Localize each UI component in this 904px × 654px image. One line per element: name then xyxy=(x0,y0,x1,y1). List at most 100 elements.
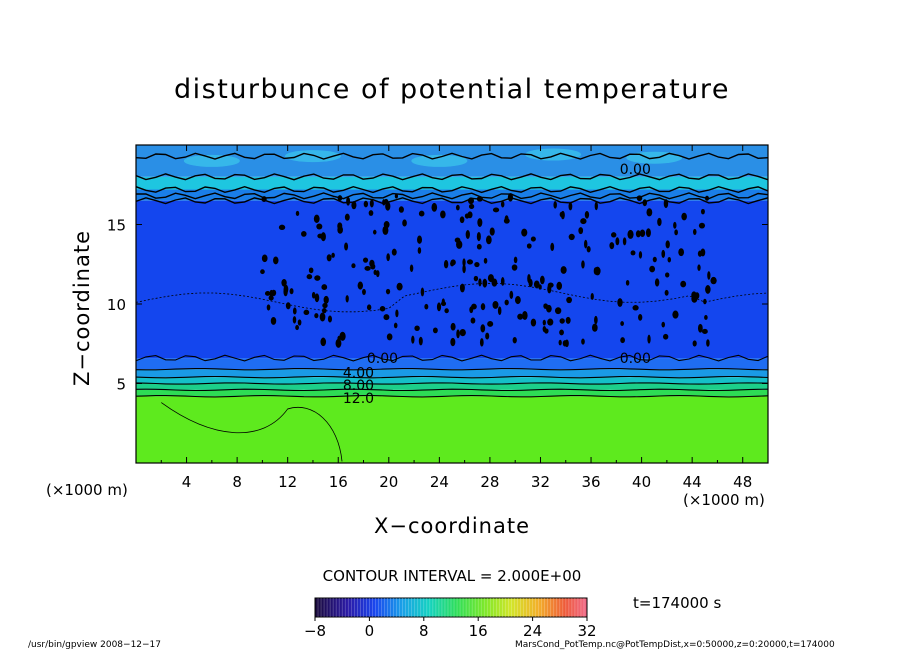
speckle xyxy=(691,291,697,299)
contour-line-2 xyxy=(136,382,768,385)
speckle xyxy=(450,260,455,267)
speckle xyxy=(568,202,573,211)
speckle xyxy=(459,328,466,337)
speckle xyxy=(594,315,598,325)
speckle xyxy=(622,237,627,246)
colorbar-tick-label-5: 32 xyxy=(577,622,596,640)
speckle xyxy=(647,334,651,344)
heatmap-texture xyxy=(183,148,717,348)
speckle xyxy=(530,236,536,242)
speckle xyxy=(556,281,563,290)
contour-line-4 xyxy=(136,368,768,371)
contour-line-9 xyxy=(136,173,768,181)
speckle xyxy=(590,292,594,300)
speckle xyxy=(303,309,310,316)
speckle xyxy=(517,313,524,320)
speckle xyxy=(357,281,364,290)
speckle xyxy=(320,337,327,347)
speckle xyxy=(476,243,482,250)
speckle xyxy=(479,338,484,347)
speckle xyxy=(491,278,498,287)
x-tick-label-4: 20 xyxy=(379,473,398,491)
speckle xyxy=(386,333,393,341)
chart-title: disturbunce of potential temperature xyxy=(174,74,730,105)
speckle xyxy=(480,324,486,333)
colorbar: −8 0 8 16 24 32 xyxy=(304,597,597,640)
speckle xyxy=(509,290,514,299)
speckle xyxy=(692,340,697,347)
top-blob-0 xyxy=(284,150,341,163)
speckle xyxy=(268,295,274,301)
speckle xyxy=(311,291,316,299)
speckle xyxy=(369,199,374,208)
speckle xyxy=(273,256,279,265)
speckle xyxy=(489,227,495,236)
speckle xyxy=(281,278,287,287)
contour-line-10 xyxy=(136,152,768,160)
speckle xyxy=(559,318,565,324)
speckle xyxy=(665,272,670,278)
speckle xyxy=(351,263,356,269)
speckle xyxy=(295,210,300,217)
speckle xyxy=(345,295,349,303)
speckle xyxy=(645,228,651,238)
speckle xyxy=(344,213,350,221)
contour-label-0: 0.00 xyxy=(620,162,651,178)
y-tick-label-0: 5 xyxy=(116,376,126,394)
speckle xyxy=(558,339,562,346)
contour-line-8 xyxy=(136,185,768,194)
speckle xyxy=(379,306,386,312)
speckle xyxy=(391,248,397,256)
speckle xyxy=(554,307,562,315)
speckle xyxy=(292,316,297,324)
speckle xyxy=(527,273,531,284)
speckle xyxy=(314,313,319,319)
speckle xyxy=(581,260,585,269)
speckle xyxy=(260,269,265,275)
speckle xyxy=(417,247,422,254)
speckle xyxy=(464,213,470,219)
speckle xyxy=(586,246,591,253)
contour-label-2: 0.00 xyxy=(620,351,651,367)
speckle xyxy=(362,257,369,263)
speckle xyxy=(385,288,391,295)
speckle xyxy=(678,248,685,257)
speckle xyxy=(316,223,323,230)
speckle xyxy=(672,310,679,319)
speckle xyxy=(465,230,470,239)
speckle xyxy=(313,214,320,223)
speckle xyxy=(440,210,446,219)
speckle xyxy=(704,315,708,320)
speckle xyxy=(584,210,590,219)
speckle xyxy=(383,221,390,229)
speckle xyxy=(497,306,502,316)
speckle xyxy=(306,274,313,280)
speckle xyxy=(364,265,371,271)
speckle xyxy=(477,218,483,227)
speckle xyxy=(487,321,494,327)
speckle xyxy=(417,235,423,244)
speckle xyxy=(680,280,687,288)
speckle xyxy=(459,283,465,293)
speckle xyxy=(414,325,420,332)
speckle xyxy=(546,304,552,313)
speckle xyxy=(480,303,486,311)
speckle xyxy=(620,337,625,344)
speckle xyxy=(667,256,672,263)
speckle xyxy=(314,293,320,303)
speckle xyxy=(580,218,587,225)
speckle xyxy=(443,259,449,269)
speckle xyxy=(396,282,403,291)
colorbar-tick-label-4: 24 xyxy=(523,622,542,640)
colorbar-stripes xyxy=(317,598,585,617)
contour-line-dashed xyxy=(136,282,768,313)
contour-label-4: 8.00 xyxy=(343,378,374,394)
speckle xyxy=(314,275,321,281)
speckle xyxy=(269,289,274,298)
speckle xyxy=(386,253,390,262)
speckle xyxy=(649,265,656,273)
speckle xyxy=(521,228,528,237)
x-unit-left: (×1000 m) xyxy=(46,481,128,499)
speckle xyxy=(547,282,554,288)
speckle xyxy=(283,287,288,297)
